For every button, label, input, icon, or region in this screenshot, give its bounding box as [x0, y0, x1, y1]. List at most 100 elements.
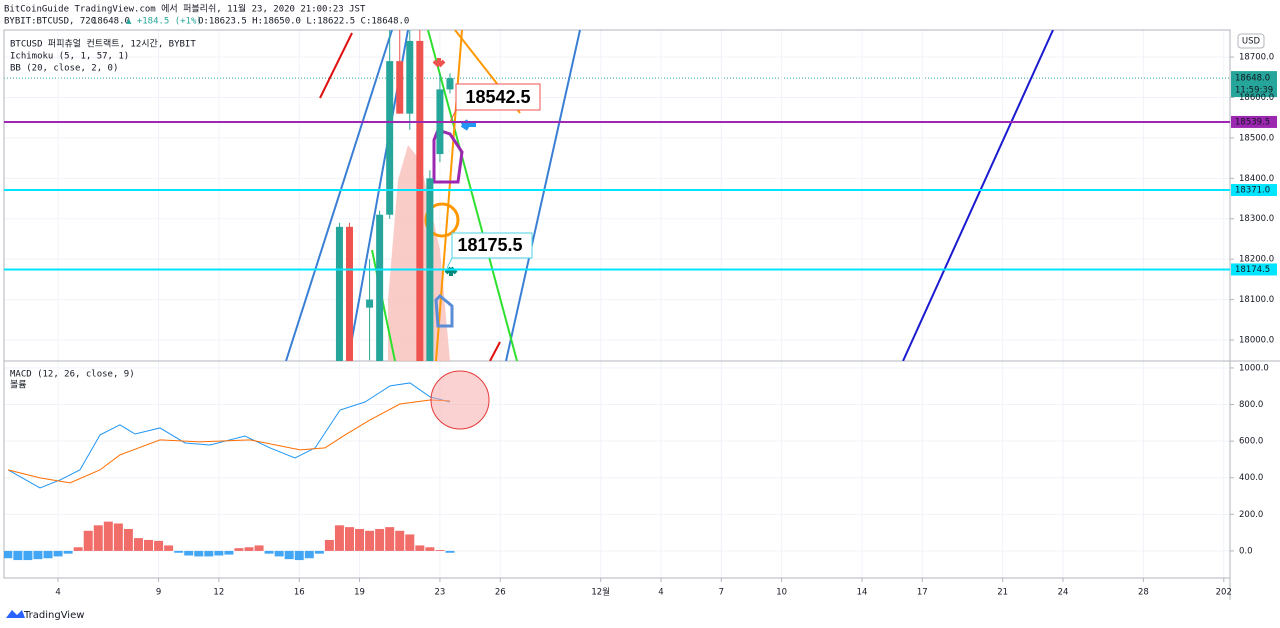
frame: [3, 29, 1231, 579]
histogram-bar: [365, 530, 375, 551]
callout-text: 18175.5: [457, 235, 522, 255]
x-tick-label: 26: [495, 588, 506, 598]
histogram-bar: [334, 525, 344, 551]
histogram-bar: [13, 550, 23, 561]
candle-body: [335, 226, 343, 361]
y-tick-label: 200.0: [1239, 510, 1263, 520]
histogram-bar: [234, 548, 244, 551]
histogram-bar: [214, 550, 224, 556]
header-change: ▲ +184.5 (+1%): [126, 17, 202, 27]
footer-brand[interactable]: TradingView: [23, 610, 84, 621]
histogram-bar: [375, 528, 385, 551]
histogram-bar: [435, 550, 445, 551]
histogram-bar: [385, 527, 395, 551]
candle-body: [426, 178, 434, 361]
callout-pointer: [449, 109, 457, 123]
header-title: BitCoinGuide TradingView.com 에서 퍼블리쉬, 11…: [4, 3, 366, 15]
x-tick-label: 4: [658, 588, 663, 598]
histogram-bar: [133, 538, 143, 551]
y-tick-label: 0.0: [1239, 546, 1253, 556]
x-tick-label: 10: [776, 588, 787, 598]
histogram-bar: [395, 530, 405, 551]
histogram-bar: [4, 550, 13, 559]
price-label: 18539.5: [1235, 117, 1270, 127]
histogram-bar: [164, 545, 174, 551]
y-tick-label: 18300.0: [1239, 214, 1274, 224]
x-tick-label: 16: [294, 588, 305, 598]
histogram-bar: [264, 550, 274, 554]
histogram-bar: [93, 525, 103, 551]
x-tick-label: 14: [857, 588, 868, 598]
y-tick-label: 400.0: [1239, 473, 1263, 483]
histogram-bar: [445, 550, 455, 553]
histogram-bar: [63, 550, 73, 554]
x-tick-label: 24: [1058, 588, 1069, 598]
y-tick-label: 18500.0: [1239, 133, 1274, 143]
header-ohlc: O:18623.5 H:18650.0 L:18622.5 C:18648.0: [198, 17, 409, 27]
histogram-bar: [184, 550, 194, 556]
legend: BB (20, close, 2, 0): [10, 64, 118, 74]
countdown: 11:59:39: [1235, 86, 1273, 96]
histogram-bar: [284, 550, 294, 560]
callout-text: 18542.5: [465, 87, 530, 107]
histogram-bar: [244, 547, 254, 551]
candle-body: [446, 78, 454, 90]
last-price-bg: [1231, 71, 1277, 98]
histogram-bar: [144, 539, 154, 551]
histogram-bar: [314, 550, 324, 554]
x-tick-label: 17: [917, 588, 928, 598]
histogram-bar: [53, 550, 63, 557]
y-tick-label: 18000.0: [1239, 335, 1274, 345]
price-label-bg: [1231, 184, 1277, 197]
y-tick-label: 800.0: [1239, 400, 1263, 410]
macd-line: [7, 399, 451, 484]
currency-button[interactable]: [1237, 33, 1265, 49]
histogram-bar: [425, 547, 435, 551]
histogram-bar: [355, 528, 365, 551]
histogram-bar: [123, 528, 133, 551]
y-tick-label: 18100.0: [1239, 295, 1274, 305]
x-tick-label: 4: [55, 588, 60, 598]
y-tick-label: 18600.0: [1239, 93, 1274, 103]
histogram-bar: [324, 539, 334, 551]
histogram-bar: [304, 550, 314, 559]
x-tick-label: 12: [213, 588, 224, 598]
histogram-bar: [224, 550, 234, 555]
x-tick-label: 28: [1138, 588, 1149, 598]
legend: Ichimoku (5, 1, 57, 1): [10, 52, 129, 62]
legend: MACD (12, 26, close, 9): [10, 370, 135, 380]
candle-body: [416, 40, 424, 361]
histogram-bar: [254, 545, 264, 551]
legend: 볼륨: [10, 380, 27, 391]
histogram-bar: [405, 534, 415, 551]
header-symbol: BYBIT:BTCUSD, 720: [4, 17, 96, 27]
x-tick-label: 7: [719, 588, 724, 598]
callout-box: [455, 83, 541, 111]
y-tick-label: 600.0: [1239, 437, 1263, 447]
currency[interactable]: USD: [1242, 37, 1261, 47]
legend: BTCUSD 퍼피츄얼 컨트랙트, 12시간, BYBIT: [10, 39, 196, 50]
callout-box: [451, 232, 533, 259]
candle-body: [386, 61, 394, 215]
candle-body: [345, 226, 353, 361]
header-last: 18648.0: [92, 17, 130, 27]
histogram-bar: [103, 521, 113, 551]
histogram-bar: [113, 523, 123, 551]
last-price-label: 18648.0: [1235, 74, 1270, 84]
callout-pointer: [446, 257, 453, 269]
histogram-bar: [194, 550, 204, 557]
y-tick-label: 18200.0: [1239, 255, 1274, 265]
y-tick-label: 18700.0: [1239, 53, 1274, 63]
macd-line: [7, 382, 451, 489]
x-tick-label: 19: [354, 588, 365, 598]
histogram-bar: [415, 545, 425, 551]
histogram-bar: [33, 550, 43, 560]
x-tick-label: 202: [1216, 588, 1232, 598]
candle-body: [366, 299, 374, 308]
highlight-circle: [430, 370, 490, 430]
price-label: 18371.0: [1235, 186, 1270, 196]
price-label-bg: [1231, 263, 1277, 276]
histogram-bar: [344, 527, 354, 551]
candle-body: [376, 214, 384, 361]
